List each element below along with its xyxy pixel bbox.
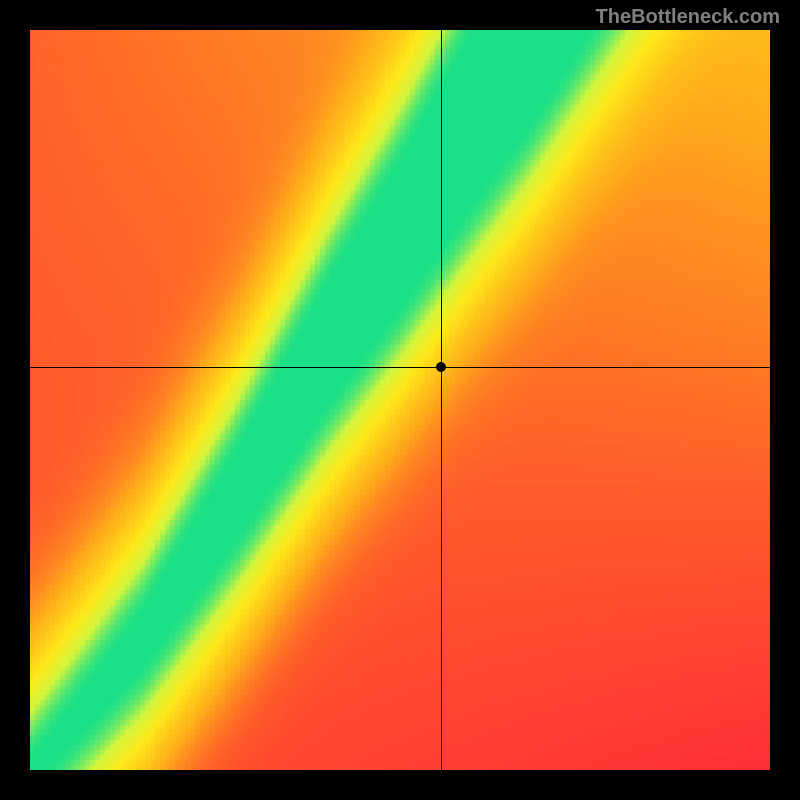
heatmap-canvas	[30, 30, 770, 770]
heatmap-chart	[30, 30, 770, 770]
crosshair-horizontal	[30, 367, 770, 369]
data-point	[436, 362, 446, 372]
watermark-text: TheBottleneck.com	[596, 6, 780, 29]
crosshair-vertical	[441, 30, 443, 770]
